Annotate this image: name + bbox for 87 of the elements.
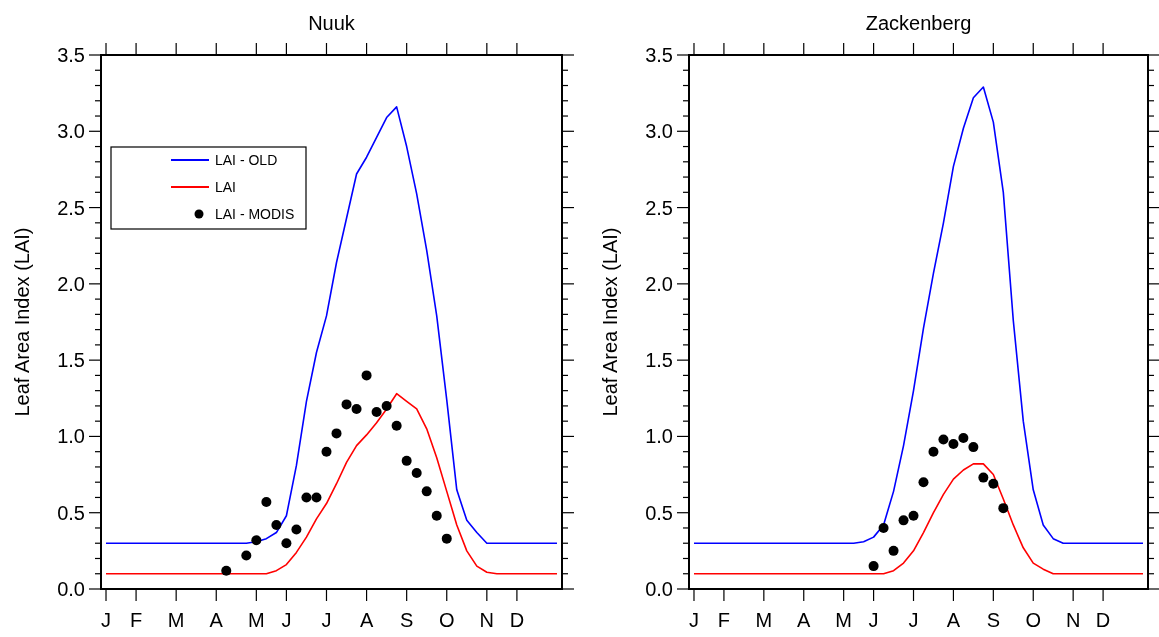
y-tick-label: 0.0 — [645, 578, 673, 600]
x-tick-label: D — [1095, 609, 1111, 631]
point — [281, 538, 292, 549]
point — [221, 565, 232, 576]
line-series — [693, 86, 1144, 545]
y-tick-label: 3.0 — [645, 120, 673, 143]
point — [321, 446, 332, 457]
x-tick-label: J — [868, 609, 879, 631]
y-tick-label: 1.0 — [645, 425, 673, 448]
x-tick-label: S — [986, 609, 1001, 631]
x-tick-label: N — [1065, 609, 1081, 631]
point — [251, 535, 262, 546]
x-tick-label: A — [359, 609, 374, 631]
x-tick-label: N — [479, 609, 495, 631]
point — [431, 510, 442, 521]
x-tick-label: M — [835, 609, 852, 631]
x-tick-label: D — [509, 609, 525, 631]
y-tick-label: 2.0 — [645, 272, 673, 295]
y-axis-title: Leaf Area Index (LAI) — [11, 227, 33, 417]
y-tick-label: 1.0 — [57, 425, 85, 448]
point — [391, 420, 402, 431]
point — [261, 497, 272, 508]
y-tick-label: 1.5 — [57, 349, 85, 372]
legend-label: LAI — [215, 179, 237, 195]
point — [411, 468, 422, 479]
point — [301, 492, 312, 503]
legend-label: LAI - OLD — [215, 152, 278, 168]
y-tick-label: 2.5 — [645, 196, 673, 219]
x-tick-label: J — [281, 609, 292, 631]
point — [441, 533, 452, 544]
x-tick-label: F — [129, 609, 143, 631]
x-tick-label: J — [908, 609, 919, 631]
point — [898, 515, 909, 526]
y-axis-title: Leaf Area Index (LAI) — [599, 227, 621, 417]
x-tick-label: A — [797, 609, 812, 631]
point — [878, 522, 889, 533]
y-tick-label: 0.5 — [57, 501, 85, 524]
point — [888, 545, 899, 556]
point — [968, 442, 979, 453]
x-tick-label: M — [167, 609, 185, 631]
y-tick-label: 2.5 — [57, 196, 85, 219]
x-tick-label: S — [399, 609, 414, 631]
point — [331, 428, 342, 439]
point — [311, 492, 322, 503]
line-series — [105, 392, 558, 575]
point — [421, 486, 432, 497]
y-tick-label: 3.5 — [645, 44, 673, 66]
chart-title: Zackenberg — [865, 12, 972, 34]
point — [401, 455, 412, 466]
point — [381, 400, 392, 411]
line-series — [105, 106, 558, 545]
y-tick-label: 0.0 — [57, 578, 85, 600]
line-series — [693, 463, 1144, 575]
x-tick-label: J — [321, 609, 332, 631]
x-tick-label: M — [248, 609, 265, 631]
x-tick-label: O — [438, 609, 455, 631]
point — [938, 434, 949, 445]
x-tick-label: J — [688, 609, 699, 631]
x-tick-label: A — [209, 609, 224, 631]
legend-label: LAI - MODIS — [215, 206, 295, 222]
point — [341, 399, 352, 410]
point — [948, 439, 959, 450]
y-tick-label: 0.5 — [645, 501, 673, 524]
point — [918, 477, 929, 488]
x-tick-label: J — [101, 609, 112, 631]
y-tick-label: 2.0 — [57, 272, 85, 295]
x-tick-label: M — [755, 609, 773, 631]
x-tick-label: F — [717, 609, 731, 631]
point — [241, 550, 252, 561]
point — [361, 370, 372, 381]
point — [958, 432, 969, 443]
point — [908, 510, 919, 521]
point — [271, 519, 282, 530]
point — [988, 478, 999, 489]
point — [928, 446, 939, 457]
x-tick-label: A — [946, 609, 961, 631]
y-tick-label: 3.5 — [57, 44, 85, 66]
chart-title: Nuuk — [308, 12, 356, 34]
x-tick-label: O — [1025, 609, 1042, 631]
point — [868, 561, 879, 572]
point — [291, 524, 302, 535]
point — [998, 503, 1009, 514]
point — [351, 403, 362, 414]
point — [978, 472, 989, 483]
y-tick-label: 1.5 — [645, 349, 673, 372]
point — [371, 407, 382, 418]
y-tick-label: 3.0 — [57, 120, 85, 143]
